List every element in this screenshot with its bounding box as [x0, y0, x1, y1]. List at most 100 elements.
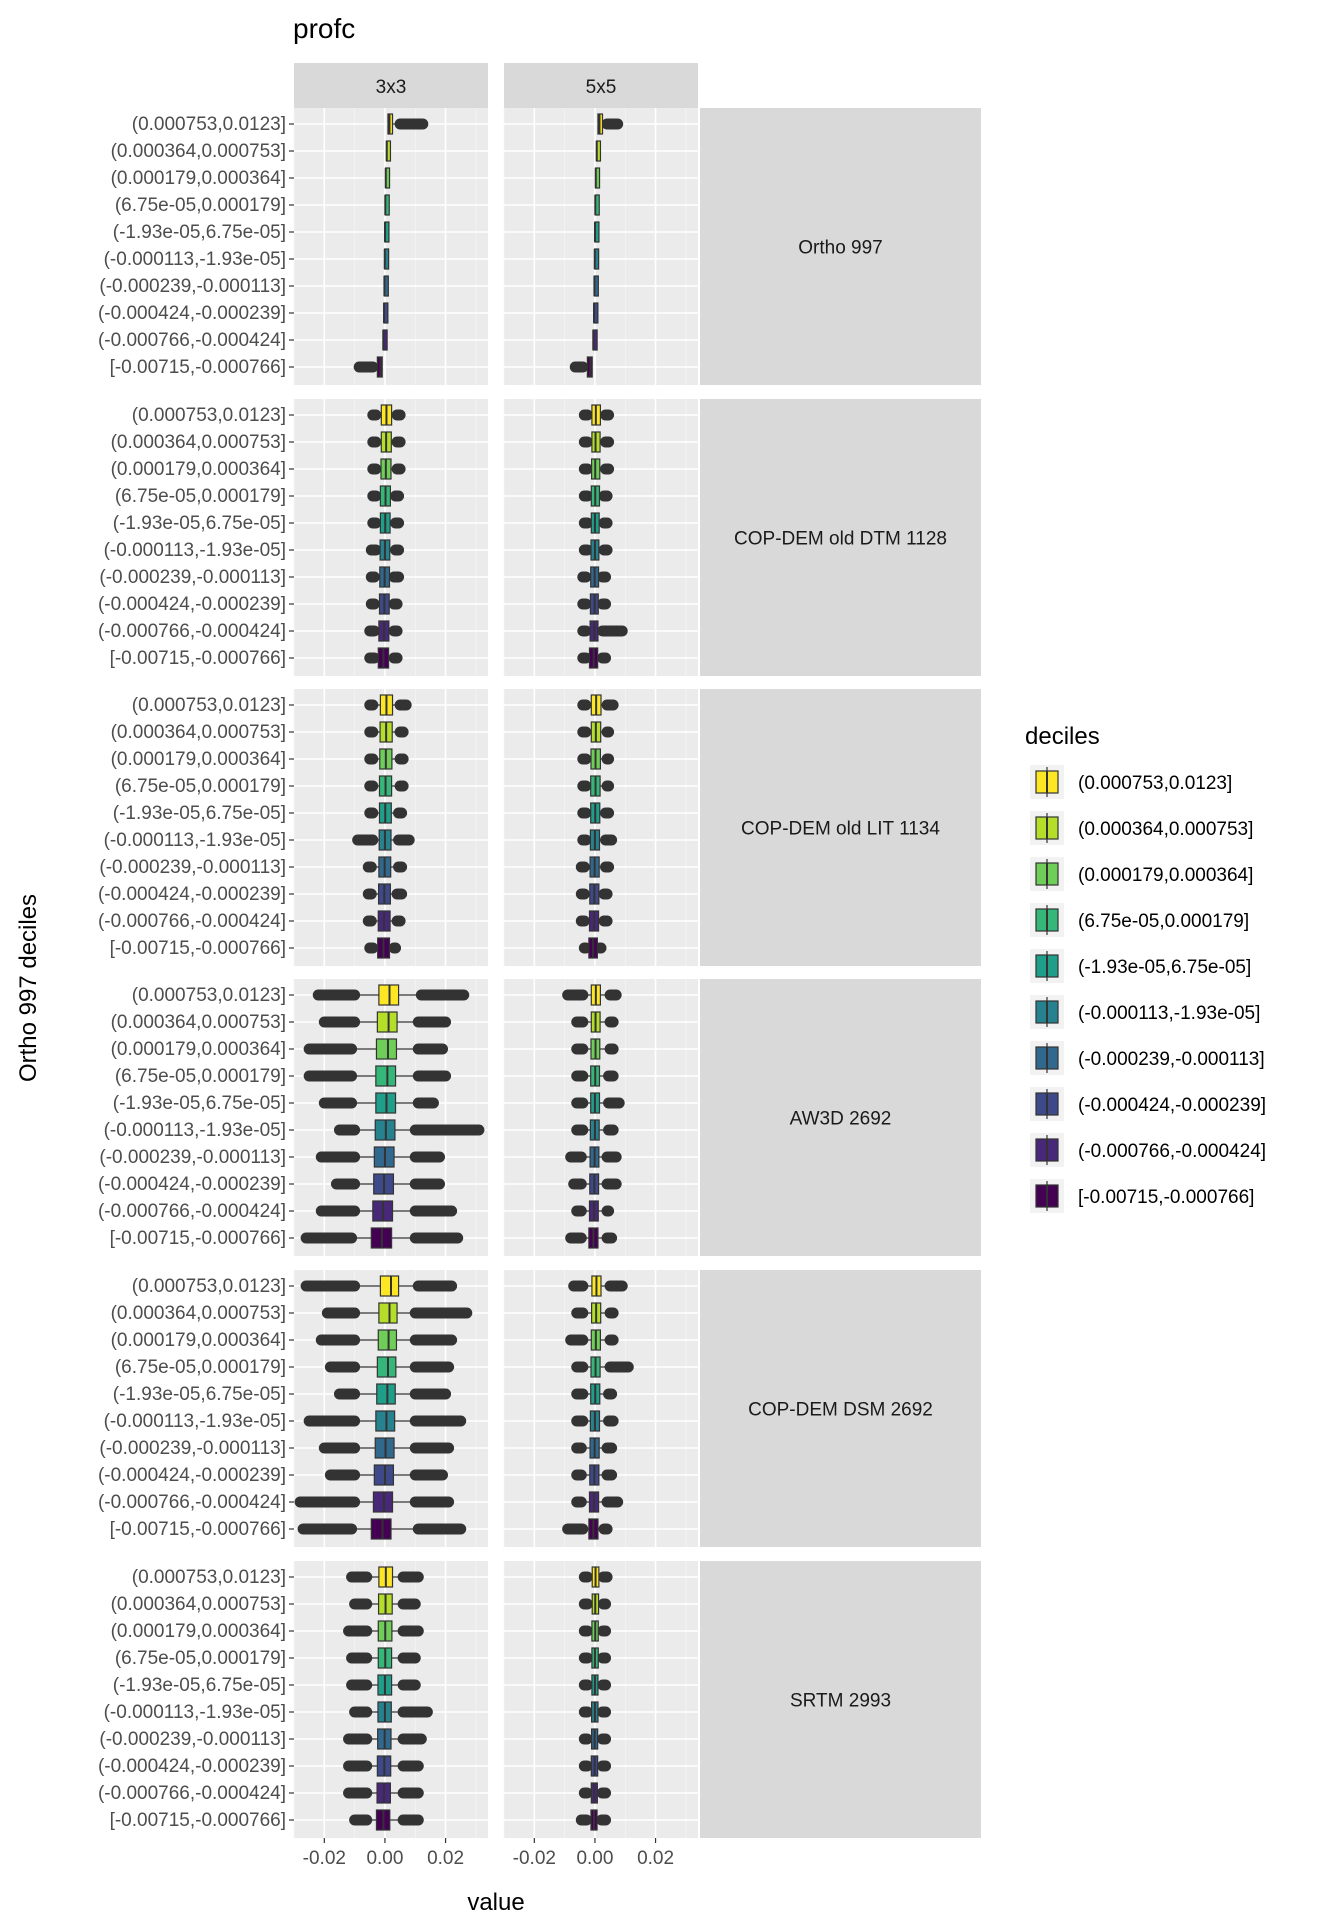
row-strip	[700, 1270, 981, 1547]
y-tick-label: (0.000179,0.000364]	[111, 168, 286, 189]
facet-panel	[293, 1270, 488, 1547]
boxplot-box	[383, 302, 389, 324]
y-tick-label: (6.75e-05,0.000179]	[115, 486, 286, 507]
y-tick-label: (-1.93e-05,6.75e-05]	[113, 513, 286, 534]
legend-label: (0.000753,0.0123]	[1078, 773, 1232, 794]
boxplot-box	[578, 404, 615, 426]
boxplot-box	[303, 1038, 449, 1060]
row-strip-label: COP-DEM old LIT 1134	[741, 819, 940, 840]
boxplot-box	[364, 620, 403, 642]
boxplot-box	[303, 1065, 452, 1087]
facet-panel	[293, 979, 488, 1256]
y-tick-label: (-0.000113,-1.93e-05]	[104, 249, 286, 270]
boxplot-box	[367, 485, 405, 507]
facet-panel	[293, 1561, 488, 1838]
boxplot-box	[364, 937, 402, 959]
boxplot-box	[343, 1755, 424, 1777]
boxplot-box	[577, 802, 615, 824]
y-tick-label: (-0.000766,-0.000424]	[98, 1783, 286, 1804]
boxplot-box	[562, 1518, 613, 1540]
facet-panel	[503, 399, 698, 676]
y-tick-label: (0.000179,0.000364]	[111, 1621, 286, 1642]
boxplot-box	[362, 883, 408, 905]
boxplot-box	[575, 883, 613, 905]
panel-background	[504, 979, 698, 1256]
legend-entry: (0.000753,0.0123]	[1030, 765, 1232, 799]
facet-panel	[503, 1561, 698, 1838]
boxplot-box	[571, 1011, 619, 1033]
y-tick-label: (6.75e-05,0.000179]	[115, 1357, 286, 1378]
facet-strips: 3x3 5x5 Ortho 997 COP-DEM old DTM 1128 COP-D…	[294, 63, 981, 1838]
box-iqr	[372, 1491, 394, 1513]
y-tick-label: (-0.000766,-0.000424]	[98, 911, 286, 932]
y-tick-label: [-0.00715,-0.000766]	[110, 648, 286, 669]
boxplot-box	[365, 539, 405, 561]
boxplot-box	[364, 694, 412, 716]
boxplot-box	[578, 1566, 613, 1588]
boxplot-box	[315, 1200, 458, 1222]
boxplot-box	[569, 356, 593, 378]
y-tick-label: (0.000364,0.000753]	[111, 1012, 286, 1033]
legend-label: (0.000364,0.000753]	[1078, 819, 1253, 840]
y-tick-label: (6.75e-05,0.000179]	[115, 1066, 286, 1087]
boxplot-box	[578, 1620, 612, 1642]
boxplot-box	[593, 248, 600, 270]
boxplot-box	[318, 1011, 452, 1033]
facet-panel	[503, 1270, 698, 1547]
y-tick-label: (-0.000424,-0.000239]	[98, 303, 286, 324]
box-iqr	[373, 1464, 395, 1486]
y-tick-label: (-1.93e-05,6.75e-05]	[113, 1675, 286, 1696]
boxplot-box	[324, 1464, 449, 1486]
boxplot-box	[346, 1566, 424, 1588]
box-iqr	[376, 1383, 396, 1405]
facet-panel	[503, 689, 698, 966]
column-strip-label: 3x3	[376, 77, 407, 98]
y-tick-label: (6.75e-05,0.000179]	[115, 195, 286, 216]
boxplot-box	[578, 1728, 612, 1750]
boxplot-box	[362, 856, 408, 878]
boxplot-box	[364, 721, 409, 743]
boxplot-box	[364, 647, 403, 669]
legend-label: (-0.000766,-0.000424]	[1078, 1141, 1266, 1162]
y-tick-label: [-0.00715,-0.000766]	[110, 1228, 286, 1249]
box-iqr	[376, 1011, 398, 1033]
y-tick-label: (0.000179,0.000364]	[111, 1330, 286, 1351]
boxplot-box	[349, 1593, 421, 1615]
boxplot-box	[578, 458, 615, 480]
boxplot-box	[578, 1782, 612, 1804]
boxplot-box	[593, 221, 600, 243]
box-iqr	[377, 1329, 398, 1351]
boxplot-box	[593, 275, 599, 297]
boxplot-box	[578, 1593, 612, 1615]
boxplot-box	[571, 1491, 624, 1513]
y-tick-label: (-0.000239,-0.000113]	[99, 276, 286, 297]
y-tick-label: (-1.93e-05,6.75e-05]	[113, 1093, 286, 1114]
boxplot-box	[577, 775, 615, 797]
boxplot-box	[568, 1275, 628, 1297]
boxplot-box	[367, 431, 406, 453]
x-tick-label: -0.02	[513, 1848, 556, 1869]
boxplot-box	[577, 620, 628, 642]
y-axis-title: Ortho 997 deciles	[15, 894, 42, 1082]
x-tick-label: 0.02	[637, 1848, 674, 1869]
facet-panel	[503, 108, 698, 385]
row-strip	[700, 399, 981, 676]
y-tick-label: (0.000753,0.0123]	[132, 985, 286, 1006]
boxplot-box	[343, 1782, 424, 1804]
boxplot-box	[385, 140, 392, 162]
y-tick-label: (0.000364,0.000753]	[111, 141, 286, 162]
boxplot-box	[565, 1227, 618, 1249]
boxplot-box	[364, 802, 408, 824]
boxplot-box	[578, 512, 613, 534]
row-strip-label: COP-DEM old DTM 1128	[734, 529, 947, 550]
x-tick-label: -0.02	[303, 1848, 346, 1869]
legend-entry: (-1.93e-05,6.75e-05]	[1030, 949, 1251, 983]
y-tick-label: (0.000179,0.000364]	[111, 459, 286, 480]
legend-entry: (-0.000766,-0.000424]	[1030, 1133, 1266, 1167]
boxplot-box	[578, 485, 613, 507]
y-tick-label: (-0.000113,-1.93e-05]	[104, 540, 286, 561]
boxplot-box	[565, 1146, 622, 1168]
boxplot-box	[352, 829, 415, 851]
boxplot-box	[571, 1065, 619, 1087]
boxplot-box	[343, 1620, 424, 1642]
